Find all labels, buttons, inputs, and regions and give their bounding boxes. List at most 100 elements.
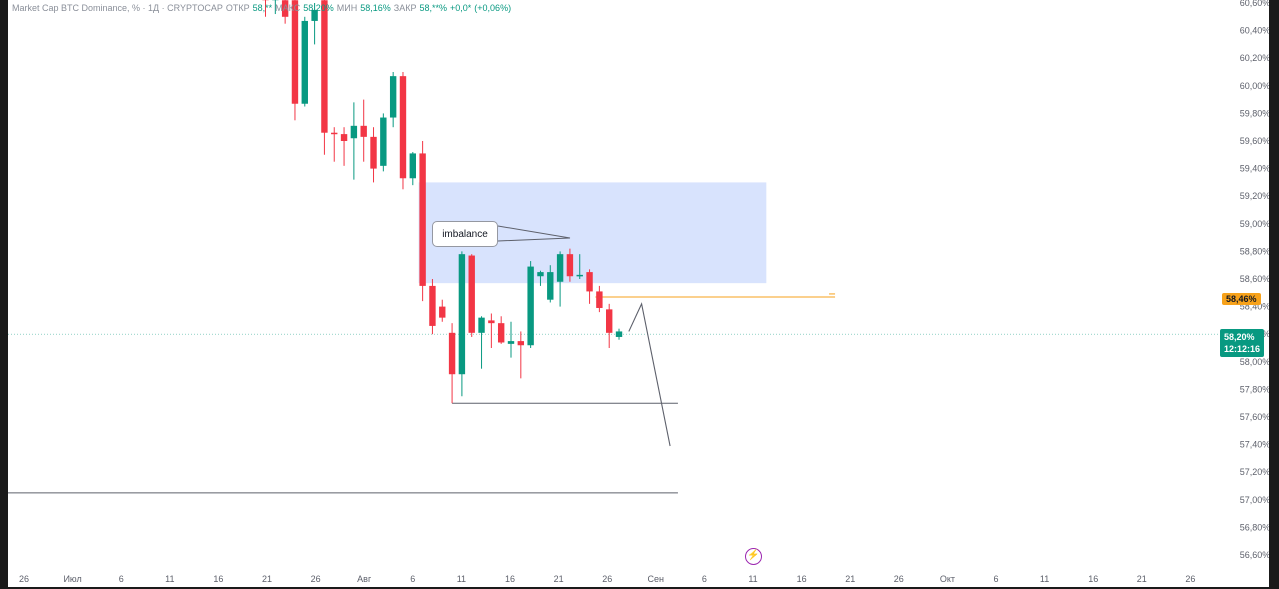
- x-tick-label: 26: [311, 574, 321, 584]
- y-tick-label: 59,20%: [1240, 191, 1271, 201]
- x-tick-label: 16: [213, 574, 223, 584]
- candle-body: [448, 332, 456, 375]
- screen-edge-bottom: [0, 587, 1279, 589]
- y-tick-label: 58,60%: [1240, 274, 1271, 284]
- candle-body: [399, 76, 407, 179]
- candle-body: [596, 291, 603, 308]
- y-tick-label: 60,40%: [1240, 26, 1271, 36]
- candle-body: [301, 20, 308, 104]
- x-tick-label: 11: [457, 574, 466, 584]
- lightning-bolt-icon[interactable]: ⚡: [745, 548, 762, 565]
- y-tick-label: 60,00%: [1240, 81, 1271, 91]
- candle-body: [586, 272, 593, 292]
- screen-edge-right: [1269, 0, 1279, 589]
- candle-body: [458, 254, 466, 375]
- imbalance-text: imbalance: [442, 228, 488, 240]
- candle-body: [409, 153, 416, 179]
- legend-symbol: Market Cap BTC Dominance, % · 1Д · CRYPT…: [12, 3, 223, 13]
- y-tick-label: 59,60%: [1240, 136, 1271, 146]
- candle-body: [468, 255, 475, 333]
- candle-body: [615, 331, 623, 337]
- y-tick-label: 57,40%: [1240, 440, 1271, 450]
- x-tick-label: 26: [19, 574, 29, 584]
- legend-open-label: ОТКР: [225, 3, 250, 13]
- candle-body: [419, 153, 426, 286]
- legend-change: +0,0*: [450, 3, 472, 13]
- x-tick-label: 16: [1088, 574, 1098, 584]
- x-tick-label: 6: [410, 574, 415, 584]
- candle-body: [370, 136, 377, 169]
- y-tick-label: 57,80%: [1240, 384, 1271, 394]
- candle-body: [380, 117, 387, 166]
- x-tick-label: 11: [165, 574, 174, 584]
- candle-body: [517, 341, 525, 346]
- y-tick-label: 59,00%: [1240, 219, 1271, 229]
- candle-body: [291, 0, 299, 104]
- candle-body: [478, 317, 485, 333]
- x-tick-label: Сен: [648, 574, 665, 584]
- legend-high-label: МАКС: [275, 3, 301, 13]
- x-tick-label: 26: [894, 574, 904, 584]
- candle-body: [340, 134, 348, 141]
- y-tick-label: 58,00%: [1240, 357, 1271, 367]
- legend-close-value: 58,**%: [419, 3, 448, 13]
- candle-body: [281, 0, 289, 17]
- candle-body: [527, 266, 534, 346]
- x-tick-label: Июл: [63, 574, 81, 584]
- x-tick-label: 26: [1185, 574, 1195, 584]
- x-tick-label: 6: [702, 574, 707, 584]
- current-price-value: 58,20%: [1224, 332, 1255, 342]
- orange-price-tag: 58,46%: [1222, 293, 1261, 305]
- countdown-timer: 12:12:16: [1224, 344, 1261, 354]
- x-tick-label: 11: [1040, 574, 1049, 584]
- x-tick-label: 6: [119, 574, 124, 584]
- screen-edge-left: [0, 0, 8, 589]
- y-tick-label: 56,80%: [1240, 522, 1271, 532]
- legend-low-value: 58,16%: [360, 3, 391, 13]
- y-tick-label: 60,20%: [1240, 53, 1271, 63]
- legend-high-value: 58,20%: [303, 3, 334, 13]
- candle-body: [547, 272, 554, 300]
- x-tick-label: 11: [748, 574, 757, 584]
- candle-body: [321, 0, 328, 133]
- candle-body: [311, 9, 318, 21]
- candle-body: [497, 323, 505, 343]
- legend-open-value: 58,**: [252, 3, 273, 13]
- x-tick-label: Авг: [357, 574, 372, 584]
- candle-body: [537, 272, 544, 277]
- legend-low-label: МИН: [336, 3, 358, 13]
- x-tick-label: 26: [602, 574, 612, 584]
- y-tick-label: 56,60%: [1240, 550, 1271, 560]
- candle-body: [606, 309, 613, 333]
- y-tick-label: 58,40%: [1240, 302, 1271, 312]
- candle-body: [439, 306, 446, 318]
- legend-change-pct: (+0,06%): [474, 3, 512, 13]
- y-tick-label: 59,40%: [1240, 164, 1271, 174]
- candle-body: [331, 132, 338, 135]
- y-tick-label: 59,80%: [1240, 108, 1271, 118]
- y-tick-label: 57,60%: [1240, 412, 1271, 422]
- chart-legend: Market Cap BTC Dominance, % · 1Д · CRYPT…: [12, 3, 511, 13]
- candle-body: [429, 285, 436, 326]
- candle-body: [488, 320, 495, 324]
- x-tick-label: 21: [262, 574, 272, 584]
- candle-body: [350, 125, 358, 139]
- x-tick-label: 6: [993, 574, 998, 584]
- x-tick-label: 16: [797, 574, 807, 584]
- projection-path: [628, 302, 671, 447]
- x-tick-label: Окт: [940, 574, 955, 584]
- candle-body: [566, 254, 574, 277]
- imbalance-callout[interactable]: imbalance: [432, 221, 498, 247]
- y-tick-label: 60,60%: [1240, 0, 1271, 8]
- orange-price-value: 58,46%: [1226, 294, 1257, 304]
- y-tick-label: 57,20%: [1240, 467, 1271, 477]
- x-tick-label: 21: [845, 574, 855, 584]
- candle-body: [360, 125, 367, 137]
- x-tick-label: 21: [1137, 574, 1147, 584]
- legend-close-label: ЗАКР: [393, 3, 417, 13]
- candle-body: [576, 274, 583, 277]
- candle-body: [556, 254, 564, 282]
- candle-body: [507, 341, 515, 344]
